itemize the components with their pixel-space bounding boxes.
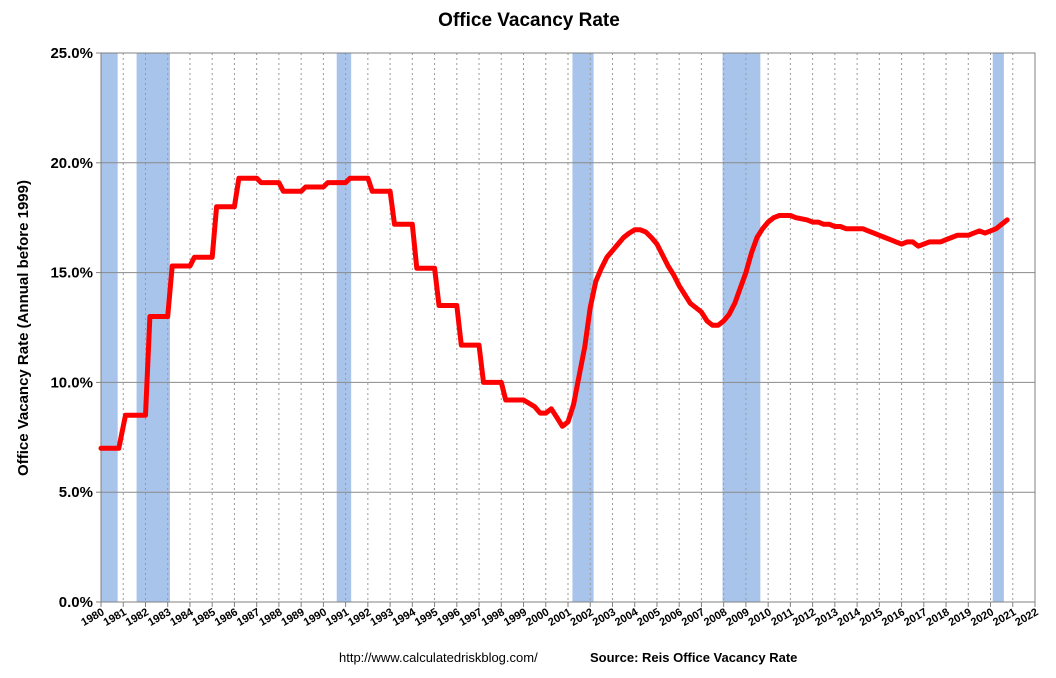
- recession-band-4: [722, 53, 761, 602]
- recession-band-5: [992, 53, 1004, 602]
- recession-band-2: [336, 53, 352, 602]
- y-tick-label: 20.0%: [50, 155, 93, 172]
- recession-band-3: [572, 53, 594, 602]
- footer-url: http://www.calculatedriskblog.com/: [339, 650, 538, 665]
- y-tick-label: 25.0%: [50, 45, 93, 62]
- footer-source: Source: Reis Office Vacancy Rate: [590, 650, 797, 665]
- y-tick-label: 0.0%: [59, 594, 93, 611]
- y-tick-label: 10.0%: [50, 374, 93, 391]
- y-tick-label: 15.0%: [50, 265, 93, 282]
- recession-band-1: [136, 53, 170, 602]
- chart-title: Office Vacancy Rate: [438, 10, 620, 31]
- series-line-vacancy: [98, 175, 1010, 451]
- recession-band-0: [101, 53, 118, 602]
- x-tick-label: 2022: [1013, 606, 1040, 629]
- y-axis-label: Office Vacancy Rate (Annual before 1999): [15, 180, 32, 476]
- y-tick-label: 5.0%: [59, 484, 93, 501]
